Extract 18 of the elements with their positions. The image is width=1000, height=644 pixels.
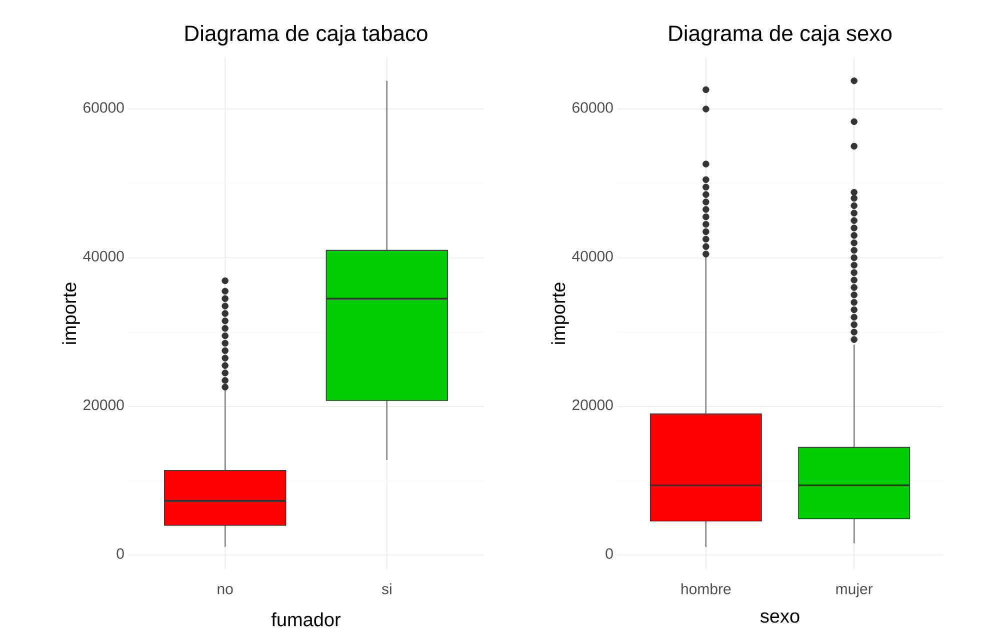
y-tick-label: 0 [606, 548, 613, 559]
y-tick-label: 60000 [572, 102, 613, 113]
y-tick-label: 40000 [83, 250, 124, 262]
chart-title: Diagrama de caja tabaco [186, 24, 428, 46]
y-tick-label: 40000 [572, 250, 613, 262]
x-tick-label: si [382, 583, 392, 594]
x-axis-title: sexo [760, 612, 800, 623]
y-axis-title: importe [62, 282, 80, 344]
x-axis-title: fumador [271, 612, 341, 626]
x-tick-label: hombre [682, 583, 731, 594]
y-tick-label: 20000 [84, 400, 124, 410]
chart-title: Diagrama de caja sexo [669, 24, 892, 46]
y-tick-label: 0 [116, 548, 124, 559]
y-axis-title: importe [551, 282, 569, 344]
y-tick-label: 20000 [572, 400, 613, 410]
x-tick-label: no [218, 586, 233, 594]
x-tick-label: mujer [836, 583, 873, 598]
y-tick-label: 60000 [84, 102, 124, 113]
